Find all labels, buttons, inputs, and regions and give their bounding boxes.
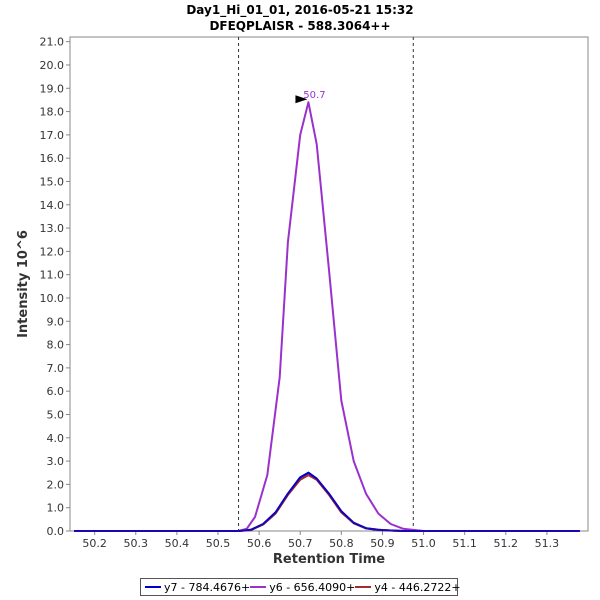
y-tick-label: 12.0 [40,245,65,258]
y-tick-label: 13.0 [40,222,65,235]
x-tick-label: 51.0 [411,537,436,550]
series-line-y7 [74,471,580,532]
legend-label: y7 - 784.4676+ [164,580,251,594]
x-tick-label: 50.3 [124,537,149,550]
series-line-y6 [74,101,580,532]
y-tick-label: 7.0 [47,362,65,375]
plot-area [69,36,589,532]
x-tick-label: 51.2 [494,537,519,550]
y-tick-label: 15.0 [40,175,65,188]
y-tick-label: 3.0 [47,455,65,468]
y-tick-label: 11.0 [40,269,65,282]
y-tick-label: 10.0 [40,292,65,305]
series-line-y4 [74,474,580,532]
y-tick-label: 18.0 [40,106,65,119]
chart-title: Day1_Hi_01_01, 2016-05-21 15:32 [186,3,414,17]
y-tick-label: 4.0 [47,432,65,445]
y-tick-label: 6.0 [47,385,65,398]
y-tick-label: 8.0 [47,339,65,352]
peak-boundaries [238,37,414,531]
series-line-y7-overlay [74,471,580,532]
x-tick-label: 51.3 [535,537,560,550]
peak-annotation: 50.7 [295,90,326,104]
y-axis-title: Intensity 10^6 [16,230,31,338]
x-tick-label: 50.8 [329,537,354,550]
series-lines [74,101,580,532]
x-tick-label: 50.7 [288,537,313,550]
x-tick-label: 50.4 [165,537,190,550]
legend: y7 - 784.4676+ y6 - 656.4090+ y4 - 446.272… [140,578,461,596]
y-tick-label: 20.0 [40,59,65,72]
y-tick-label: 1.0 [47,502,65,515]
legend-label: y4 - 446.2722+ [374,580,461,594]
x-tick-label: 50.5 [206,537,231,550]
x-axis-title: Retention Time [273,552,385,567]
y-tick-label: 21.0 [40,36,65,49]
legend-swatch [145,586,161,588]
chart-subtitle: DFEQPLAISR - 588.3064++ [209,19,391,33]
legend-item: y6 - 656.4090+ [250,581,355,594]
y-tick-label: 16.0 [40,152,65,165]
y-tick-label: 5.0 [47,408,65,421]
x-tick-label: 50.9 [370,537,395,550]
axes: 0.0 1.0 2.0 3.0 4.0 5.0 6.0 7.0 8.0 9.0 10.0 11.0 12… [40,36,589,550]
peak-marker-arrow [295,95,308,104]
x-tick-label: 51.1 [452,537,477,550]
legend-item: y4 - 446.2722+ [355,580,461,594]
x-tick-label: 50.2 [82,537,107,550]
legend-swatch [250,586,267,588]
y-tick-label: 19.0 [40,82,65,95]
y-tick-label: 14.0 [40,199,65,212]
y-tick-label: 17.0 [40,129,65,142]
y-tick-label: 9.0 [47,315,65,328]
y-tick-label: 0.0 [47,525,65,538]
x-tick-label: 50.6 [247,537,272,550]
legend-item: y7 - 784.4676+ [145,581,250,594]
y-tick-label: 2.0 [47,478,65,491]
legend-label: y6 - 656.4090+ [269,580,356,594]
peak-annotation-label: 50.7 [303,90,325,101]
legend-swatch [355,586,372,588]
